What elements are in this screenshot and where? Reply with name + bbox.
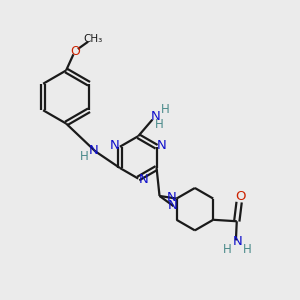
Text: H: H: [243, 243, 251, 256]
Text: H: H: [160, 103, 169, 116]
Text: H: H: [223, 243, 231, 256]
Text: O: O: [236, 190, 246, 203]
Text: N: N: [232, 236, 242, 248]
Text: N: N: [157, 139, 167, 152]
Text: N: N: [89, 144, 99, 157]
Text: N: N: [110, 139, 119, 152]
Text: N: N: [166, 191, 176, 204]
Text: H: H: [155, 118, 164, 131]
Text: CH₃: CH₃: [83, 34, 102, 44]
Text: N: N: [167, 199, 177, 212]
Text: O: O: [70, 45, 80, 58]
Text: N: N: [150, 110, 160, 123]
Text: H: H: [80, 150, 89, 163]
Text: N: N: [139, 172, 148, 186]
